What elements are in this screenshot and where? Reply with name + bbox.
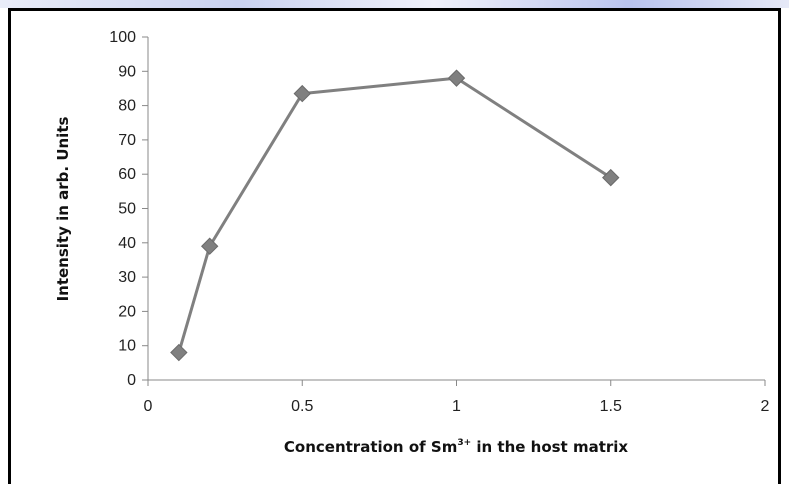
data-point-marker [293,84,311,103]
y-tick-label: 40 [118,235,136,252]
y-axis-title: Intensity in arb. Units [54,117,72,302]
x-axis-title: Concentration of Sm3+ in the host matrix [284,438,629,456]
series-polyline [177,76,612,353]
data-point-marker [200,237,219,255]
x-axis-title-main: Concentration of Sm [284,438,457,456]
y-tick-label: 10 [118,338,136,355]
y-tick-label: 60 [118,166,136,183]
y-tick-label: 70 [118,132,136,149]
x-tick-label: 0.5 [291,398,313,415]
y-tick-label: 100 [109,29,136,46]
y-tick-label: 90 [118,63,136,80]
data-point-marker [602,168,620,187]
plot-area [147,37,765,381]
x-tick-label: 1 [452,398,461,415]
x-tick-label: 1.5 [600,398,622,415]
top-decorative-band [0,0,789,8]
y-tick-label: 30 [118,269,136,286]
y-tick-label: 20 [118,303,136,320]
y-tick-label: 80 [118,98,136,115]
x-axis-title-tail: in the host matrix [471,438,628,456]
y-tick-label: 0 [127,372,136,389]
series-markers [170,69,620,362]
series-line [177,76,612,353]
y-axis-ticks: 0 10 20 30 40 50 60 70 80 90 100 [109,29,148,389]
data-point-marker [170,343,188,362]
x-tick-label: 0 [144,398,153,415]
chart-frame [8,8,781,484]
data-point-marker [447,69,466,87]
x-axis-ticks: 0 0.5 1 1.5 2 [144,380,770,415]
x-axis-title-superscript: 3+ [457,438,471,448]
y-tick-label: 50 [118,201,136,218]
x-tick-label: 2 [761,398,770,415]
